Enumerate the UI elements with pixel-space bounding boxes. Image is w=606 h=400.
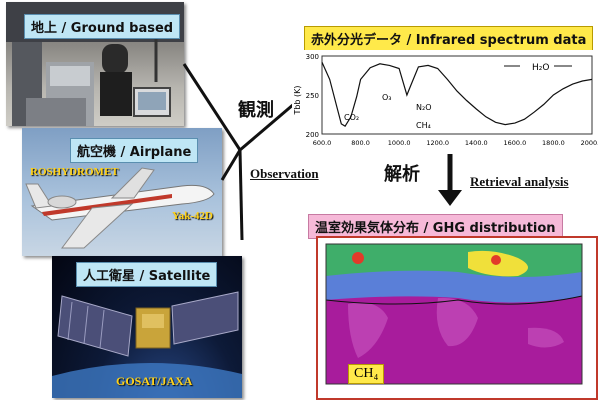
spectrum-ytick-label: 250 bbox=[306, 92, 319, 100]
airplane-photo: 航空機 / Airplane ROSHYDROMET Yak-42D bbox=[22, 128, 222, 256]
ch4-label: CH₄ bbox=[416, 121, 431, 130]
observation-english: Observation bbox=[250, 166, 319, 181]
spectrum-xtick-label: 1000.0 bbox=[388, 139, 411, 147]
airplane-model: Yak-42D bbox=[172, 210, 213, 222]
airplane-operator: ROSHYDROMET bbox=[30, 166, 119, 178]
map-coastline bbox=[325, 295, 583, 305]
map-peak-2 bbox=[491, 255, 501, 265]
spectrum-title: 赤外分光データ / Infrared spectrum data bbox=[304, 26, 594, 51]
spectrum-chart-panel: Tbb (K) 300 250 200 600.0 800.0 1000.0 1200.0… bbox=[292, 50, 598, 154]
spectrum-plot-frame bbox=[321, 55, 593, 135]
spectrum-ytick-label: 200 bbox=[306, 131, 319, 139]
ghg-title: 温室効果気体分布 / GHG distribution bbox=[308, 214, 563, 239]
satellite-credit: GOSAT/JAXA bbox=[116, 374, 193, 388]
ground-label: 地上 / Ground based bbox=[24, 14, 181, 39]
ground-photo: 地上 / Ground based bbox=[6, 2, 184, 126]
o3-label: O₃ bbox=[382, 93, 392, 102]
ghg-map-panel: CH₄ bbox=[316, 236, 598, 400]
n2o-label: N₂O bbox=[416, 103, 432, 112]
satellite-illustration bbox=[52, 291, 242, 398]
spectrum-xtick-label: 800.0 bbox=[351, 139, 370, 147]
spectrum-xtick-label: 1800.0 bbox=[542, 139, 565, 147]
satellite-label: 人工衛星 / Satellite bbox=[76, 262, 218, 287]
map-peak-1 bbox=[352, 252, 364, 264]
observation-kanji: 観測 bbox=[238, 100, 274, 121]
map-frame bbox=[325, 243, 583, 385]
ghg-species-label: CH₄ bbox=[348, 364, 385, 384]
spectrum-ylabel: Tbb (K) bbox=[293, 85, 302, 115]
ground-scene-illustration bbox=[6, 2, 184, 126]
map-southamerica bbox=[348, 302, 388, 358]
map-australia bbox=[528, 327, 564, 348]
retrieval-kanji: 解析 bbox=[384, 164, 420, 185]
airplane-illustration bbox=[25, 167, 215, 249]
spectrum-xtick-label: 1400.0 bbox=[465, 139, 488, 147]
airplane-label: 航空機 / Airplane bbox=[70, 138, 199, 163]
spectrum-series-line bbox=[321, 61, 593, 128]
satellite-photo: 人工衛星 / Satellite GOSAT/JAXA bbox=[52, 256, 242, 398]
co2-label: CO₂ bbox=[344, 113, 359, 122]
ghg-map bbox=[325, 243, 583, 385]
retrieval-english: Retrieval analysis bbox=[470, 174, 569, 189]
spectrum-xtick-label: 2000.0 bbox=[581, 139, 598, 147]
spectrum-ytick-label: 300 bbox=[306, 53, 319, 61]
spectrum-xtick-label: 1600.0 bbox=[503, 139, 526, 147]
spectrum-chart: Tbb (K) 300 250 200 600.0 800.0 1000.0 1200.0… bbox=[293, 53, 598, 147]
map-africa bbox=[436, 297, 478, 347]
h2o-label: H₂O bbox=[532, 63, 549, 73]
spectrum-xtick-label: 600.0 bbox=[313, 139, 332, 147]
spectrum-xtick-label: 1200.0 bbox=[426, 139, 449, 147]
